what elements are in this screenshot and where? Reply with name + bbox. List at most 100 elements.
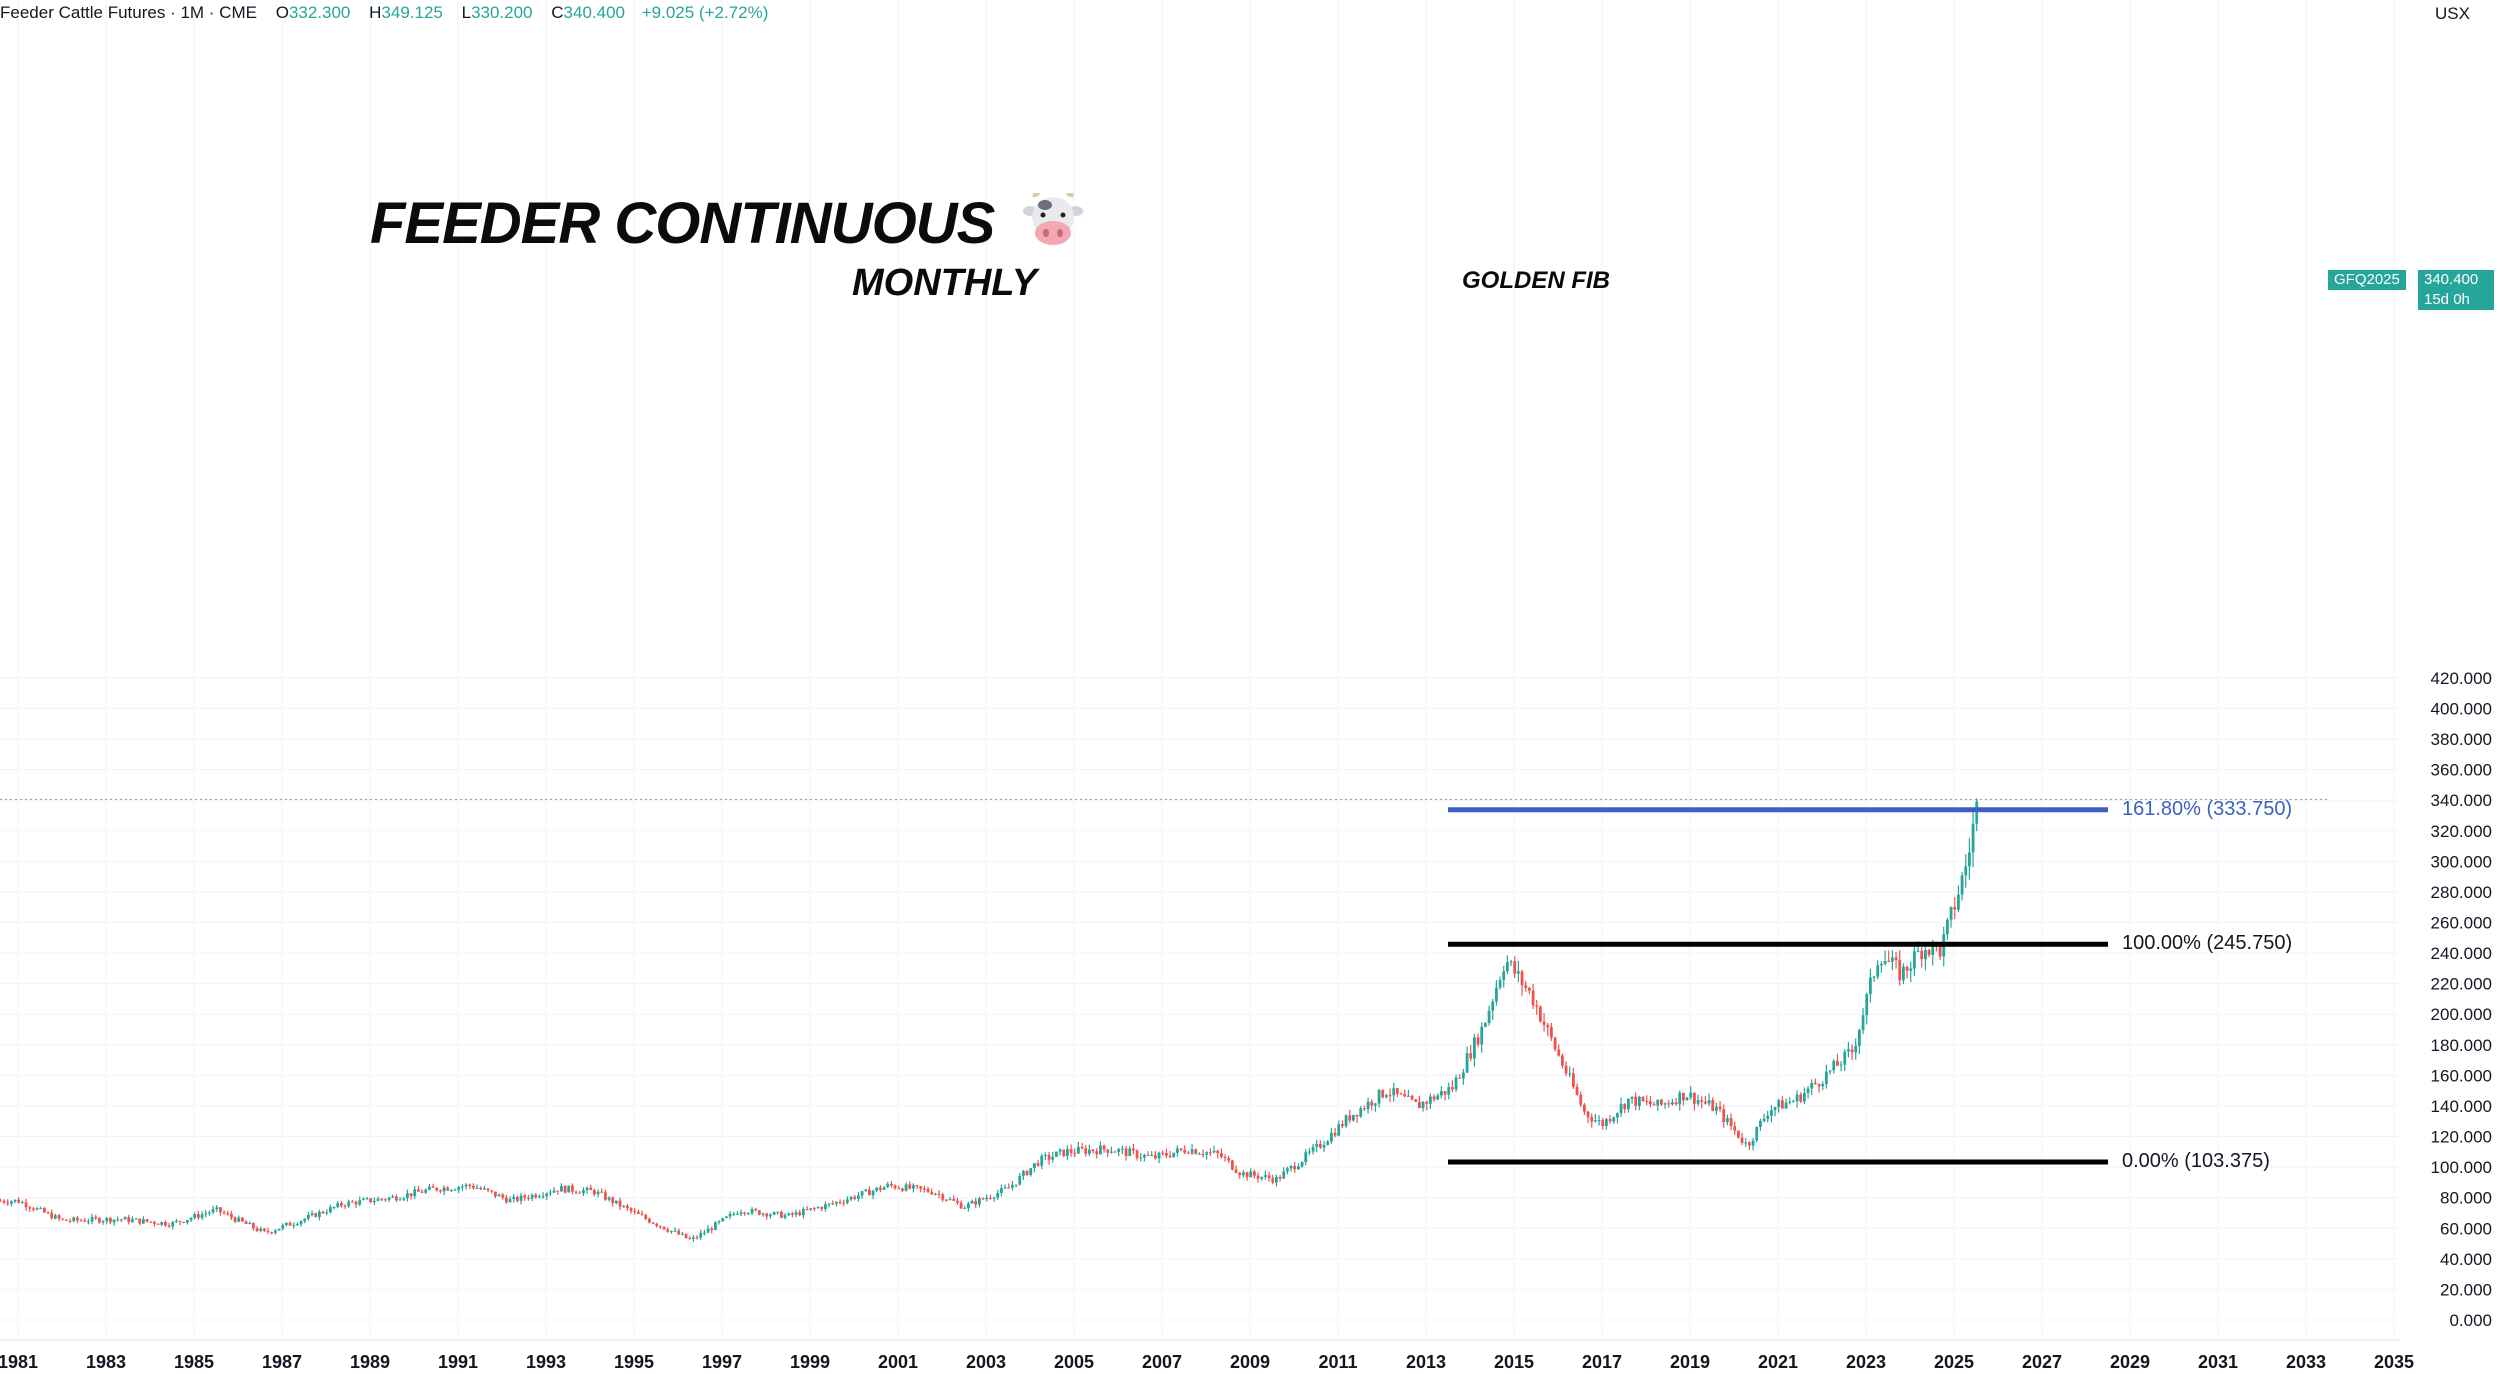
candle-body bbox=[178, 1220, 182, 1223]
candle-body bbox=[1275, 1176, 1278, 1183]
candle-body bbox=[787, 1213, 791, 1216]
candle-body bbox=[0, 1200, 2, 1202]
x-tick-label: 2033 bbox=[2286, 1352, 2326, 1372]
candle-body bbox=[666, 1229, 670, 1232]
y-tick-label: 420.000 bbox=[2431, 669, 2492, 688]
y-tick-label: 60.000 bbox=[2440, 1219, 2492, 1238]
candle-body bbox=[494, 1191, 497, 1197]
candle-body bbox=[912, 1185, 915, 1189]
candle-body bbox=[750, 1209, 754, 1214]
candle-body bbox=[68, 1220, 72, 1222]
candle-body bbox=[893, 1185, 897, 1189]
golden-fib-annotation[interactable]: GOLDEN FIB bbox=[1462, 267, 1610, 294]
candle-body bbox=[721, 1218, 725, 1222]
candle-body bbox=[145, 1219, 149, 1222]
candle-body bbox=[1374, 1103, 1377, 1106]
candle-body bbox=[1869, 977, 1872, 995]
candle-body bbox=[1121, 1148, 1124, 1150]
candle-body bbox=[1927, 949, 1931, 955]
candle-body bbox=[1612, 1117, 1616, 1122]
candle-body bbox=[1715, 1106, 1718, 1111]
candle-body bbox=[417, 1189, 420, 1192]
candle-body bbox=[945, 1199, 948, 1201]
candle-body bbox=[1095, 1151, 1099, 1155]
candle-body bbox=[703, 1232, 706, 1234]
candle-body bbox=[1476, 1037, 1480, 1045]
candle-body bbox=[105, 1217, 109, 1222]
candle-body bbox=[424, 1189, 428, 1193]
currency-label[interactable]: USX bbox=[2435, 4, 2470, 23]
candle-body bbox=[1187, 1152, 1190, 1154]
symbol-header: Feeder Cattle Futures · 1M · CME O332.30… bbox=[0, 3, 768, 23]
candle-body bbox=[1539, 1006, 1542, 1022]
candle-body bbox=[1755, 1126, 1759, 1141]
candle-body bbox=[805, 1209, 809, 1211]
candle-body bbox=[1693, 1092, 1696, 1104]
candle-body bbox=[809, 1208, 813, 1210]
time-axis[interactable]: 1981 1983 1985 1987 1989 1991 1993 1995 1997 1999… bbox=[0, 1352, 2414, 1372]
chart-title-annotation[interactable]: FEEDER CONTINUOUS bbox=[370, 190, 1084, 263]
candle-body bbox=[123, 1217, 127, 1220]
candle-body bbox=[1572, 1073, 1575, 1087]
candle-body bbox=[919, 1186, 923, 1189]
candle-body bbox=[204, 1213, 208, 1215]
candle-body bbox=[21, 1202, 24, 1204]
candle-body bbox=[813, 1208, 816, 1210]
candle-body bbox=[351, 1201, 354, 1203]
candle-body bbox=[754, 1209, 758, 1211]
candle-body bbox=[138, 1218, 142, 1224]
candle-body bbox=[1465, 1053, 1469, 1073]
candle-body bbox=[354, 1201, 358, 1205]
timeframe-annotation[interactable]: MONTHLY bbox=[852, 262, 1038, 304]
candlestick-series bbox=[0, 798, 1979, 1242]
candle-body bbox=[1066, 1149, 1069, 1157]
x-tick-label: 2001 bbox=[878, 1352, 918, 1372]
candle-body bbox=[1770, 1110, 1773, 1116]
high-label: H bbox=[369, 3, 382, 22]
fib-levels[interactable] bbox=[1448, 807, 2108, 1165]
candle-body bbox=[1249, 1171, 1253, 1178]
candle-body bbox=[1865, 994, 1869, 1016]
candle-body bbox=[380, 1198, 384, 1200]
candle-body bbox=[1308, 1151, 1311, 1153]
candle-body bbox=[1146, 1154, 1150, 1156]
candle-body bbox=[1586, 1111, 1590, 1118]
candle-body bbox=[1440, 1091, 1443, 1096]
candle-body bbox=[395, 1196, 398, 1201]
candle-body bbox=[1597, 1120, 1601, 1122]
candle-body bbox=[1282, 1171, 1286, 1179]
candle-body bbox=[321, 1211, 325, 1214]
candle-body bbox=[1286, 1168, 1289, 1172]
candle-body bbox=[615, 1200, 618, 1204]
candle-body bbox=[435, 1187, 439, 1191]
candle-body bbox=[838, 1201, 842, 1203]
candle-body bbox=[134, 1218, 138, 1220]
candle-body bbox=[131, 1219, 134, 1223]
candle-body bbox=[127, 1217, 131, 1223]
candle-body bbox=[519, 1195, 523, 1201]
candle-body bbox=[1762, 1118, 1766, 1121]
candle-body bbox=[1289, 1165, 1293, 1169]
candle-body bbox=[1792, 1101, 1795, 1103]
candle-body bbox=[527, 1197, 530, 1199]
candle-body bbox=[483, 1188, 486, 1190]
candle-body bbox=[1025, 1170, 1029, 1176]
candle-body bbox=[1931, 942, 1935, 955]
y-tick-label: 180.000 bbox=[2431, 1036, 2492, 1055]
candle-body bbox=[1880, 964, 1883, 966]
candle-body bbox=[241, 1217, 244, 1222]
y-tick-label: 340.000 bbox=[2431, 791, 2492, 810]
candle-body bbox=[1652, 1104, 1656, 1106]
candle-body bbox=[285, 1222, 288, 1226]
candle-body bbox=[604, 1192, 607, 1200]
price-axis[interactable]: 0.000 20.000 40.000 60.000 80.000 100.000 120.… bbox=[2431, 669, 2492, 1330]
candle-body bbox=[1414, 1099, 1418, 1102]
candle-body bbox=[1139, 1157, 1143, 1159]
candle-body bbox=[54, 1215, 57, 1219]
candle-body bbox=[46, 1212, 50, 1214]
candle-body bbox=[1766, 1115, 1770, 1119]
candle-body bbox=[219, 1207, 222, 1213]
candle-body bbox=[849, 1196, 853, 1200]
candle-body bbox=[1429, 1096, 1432, 1104]
